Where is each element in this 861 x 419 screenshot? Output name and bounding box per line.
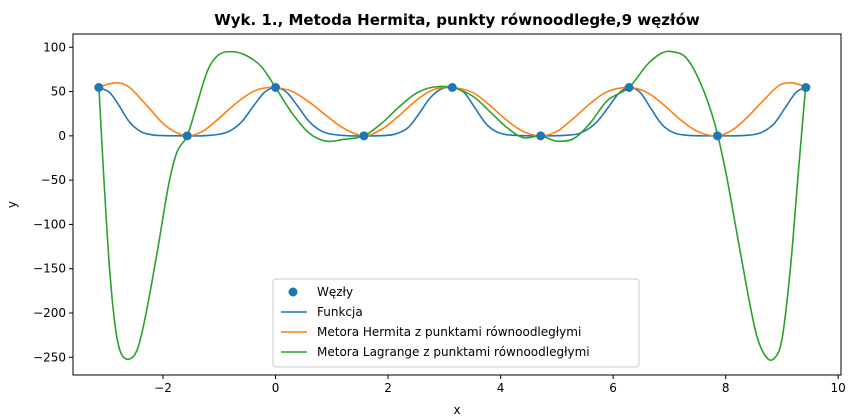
x-axis-label: x (453, 403, 460, 417)
node-point (94, 82, 104, 92)
x-tick-label: −2 (154, 381, 172, 395)
legend-box (272, 278, 640, 368)
y-tick-label: 50 (51, 85, 66, 99)
node-point (801, 82, 811, 92)
y-tick-label: −250 (33, 350, 66, 364)
y-tick-label: −150 (33, 262, 66, 276)
node-point (624, 82, 634, 92)
y-tick-label: −100 (33, 217, 66, 231)
x-tick-label: 10 (831, 381, 846, 395)
x-tick-label: 2 (384, 381, 392, 395)
y-tick-label: 100 (43, 40, 66, 54)
series-layer (94, 50, 811, 361)
y-tick-label: −200 (33, 306, 66, 320)
x-tick-label: 6 (609, 381, 617, 395)
node-point (447, 82, 457, 92)
legend-label: Funkcja (317, 305, 363, 319)
node-point (271, 82, 281, 92)
chart-title: Wyk. 1., Metoda Hermita, punkty równoodl… (214, 11, 700, 29)
x-tick-label: 0 (272, 381, 280, 395)
y-tick-label: −50 (41, 173, 66, 187)
node-point (359, 131, 369, 141)
node-point (712, 131, 722, 141)
legend-label: Metora Hermita z punktami równoodległymi (317, 325, 581, 339)
series-line-funkcja (98, 86, 806, 137)
y-axis-label: y (5, 201, 19, 208)
x-tick-label: 8 (722, 381, 730, 395)
node-point (182, 131, 192, 141)
x-tick-label: 4 (497, 381, 505, 395)
legend-marker-nodes (288, 287, 298, 297)
node-point (536, 131, 546, 141)
x-axis-ticks: −2 0 2 4 6 8 10 (154, 375, 846, 395)
y-axis-ticks: −250 −200 −150 −100 −50 0 50 100 (33, 40, 73, 364)
y-tick-label: 0 (58, 129, 66, 143)
legend: Węzły Funkcja Metora Hermita z punktami ró… (272, 278, 640, 368)
legend-label: Węzły (317, 285, 353, 299)
series-line-lagrange (98, 50, 807, 361)
legend-label: Metora Lagrange z punktami równoodległym… (317, 345, 590, 359)
